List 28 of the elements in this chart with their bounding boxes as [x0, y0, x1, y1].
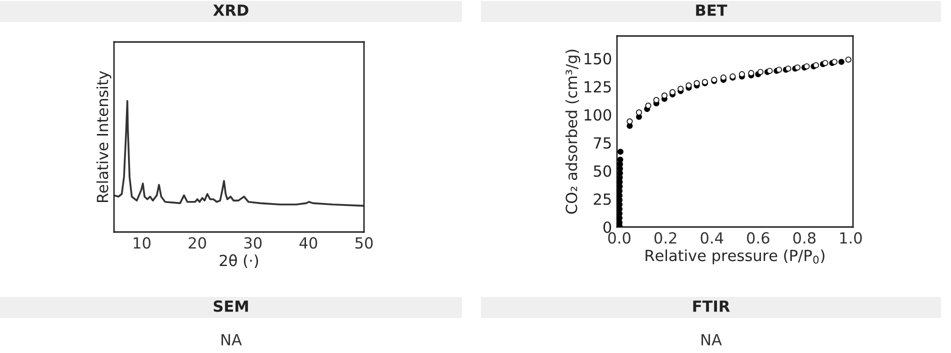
x-tick-label: 30 — [244, 237, 262, 249]
x-tick-label: 1.0 — [840, 232, 862, 244]
y-tick-label: 0 — [603, 221, 612, 234]
x-tick-label: 0.2 — [654, 232, 676, 244]
y-tick-label: 75 — [594, 137, 611, 149]
text: SEM — [214, 300, 248, 312]
x-tick-label: 10 — [134, 237, 150, 249]
text: NA — [702, 334, 722, 346]
chart-title: BET — [696, 4, 728, 16]
x-axis-title: Relative pressure (P/P$_{0}$) — [646, 249, 824, 264]
x-tick-label: 20 — [188, 237, 206, 249]
y-tick-label: 150 — [584, 52, 612, 64]
text: FTIR — [693, 300, 730, 312]
x-tick-label: 0.4 — [700, 232, 724, 244]
x-axis-title: 2θ (·) — [220, 254, 258, 268]
x-tick-label: 50 — [355, 237, 373, 249]
y-tick-label: 100 — [584, 109, 612, 121]
x-tick-label: 40 — [299, 237, 318, 249]
chart-title: XRD — [213, 4, 248, 16]
y-tick-label: 25 — [594, 193, 611, 205]
y-tick-label: 50 — [594, 165, 612, 177]
y-tick-label: 125 — [584, 81, 611, 93]
text: NA — [222, 334, 242, 346]
y-axis-title: Relative Intensity — [96, 70, 112, 202]
y-axis-title: CO₂ adsorbed (cm³/g) — [565, 50, 580, 214]
x-tick-label: 0.6 — [746, 232, 770, 244]
x-tick-label: 0.0 — [608, 232, 630, 244]
x-tick-label: 0.8 — [793, 232, 816, 244]
